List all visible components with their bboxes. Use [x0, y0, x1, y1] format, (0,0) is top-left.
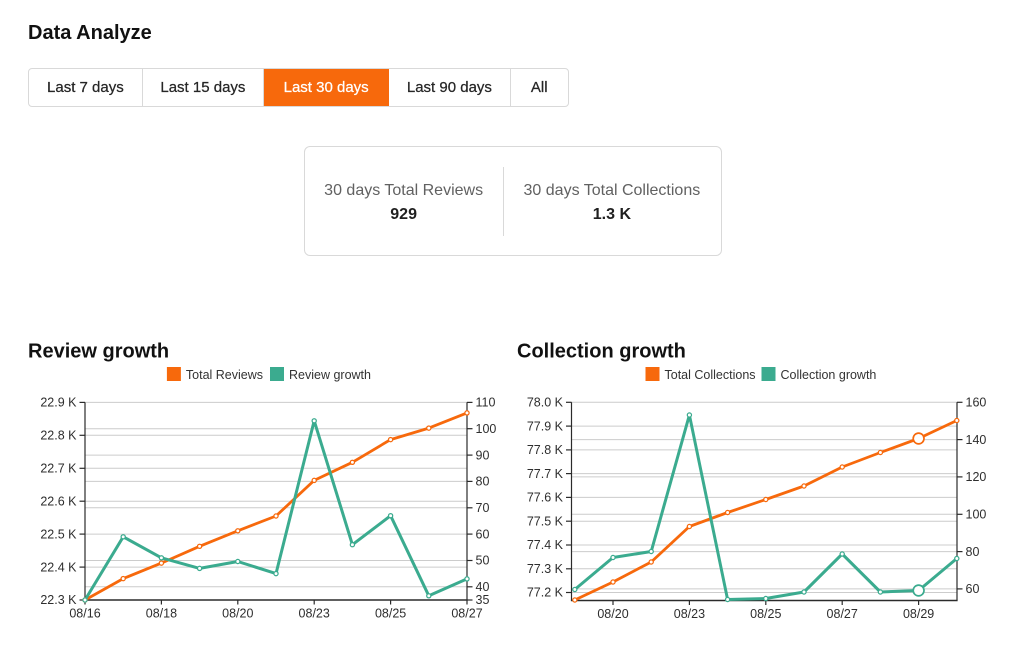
- svg-text:120: 120: [966, 470, 987, 484]
- svg-text:08/23: 08/23: [674, 607, 705, 621]
- svg-text:40: 40: [476, 580, 490, 594]
- svg-text:77.9 K: 77.9 K: [527, 419, 564, 433]
- svg-text:77.3 K: 77.3 K: [527, 562, 564, 576]
- svg-text:77.6 K: 77.6 K: [527, 491, 564, 505]
- svg-text:08/29: 08/29: [903, 607, 934, 621]
- svg-text:08/18: 08/18: [146, 607, 177, 621]
- svg-text:08/25: 08/25: [750, 607, 781, 621]
- svg-text:Review growth: Review growth: [289, 368, 371, 382]
- svg-text:22.8 K: 22.8 K: [40, 429, 77, 443]
- svg-text:160: 160: [966, 396, 987, 410]
- svg-text:08/20: 08/20: [222, 607, 253, 621]
- svg-text:Review growth: Review growth: [28, 341, 169, 363]
- svg-text:08/27: 08/27: [827, 607, 858, 621]
- svg-text:100: 100: [476, 422, 497, 436]
- svg-text:140: 140: [966, 433, 987, 447]
- svg-text:90: 90: [476, 448, 490, 462]
- svg-text:22.6 K: 22.6 K: [40, 494, 77, 508]
- svg-text:08/16: 08/16: [69, 607, 100, 621]
- svg-text:80: 80: [966, 545, 980, 559]
- svg-text:80: 80: [476, 475, 490, 489]
- svg-text:100: 100: [966, 508, 987, 522]
- svg-text:77.2 K: 77.2 K: [527, 586, 564, 600]
- svg-text:50: 50: [476, 554, 490, 568]
- svg-text:08/23: 08/23: [299, 607, 330, 621]
- svg-text:08/20: 08/20: [597, 607, 628, 621]
- svg-text:35: 35: [476, 593, 490, 607]
- svg-text:22.9 K: 22.9 K: [40, 396, 77, 410]
- svg-text:08/27: 08/27: [451, 607, 482, 621]
- svg-text:77.5 K: 77.5 K: [527, 514, 564, 528]
- svg-text:Collection growth: Collection growth: [781, 368, 877, 382]
- svg-text:22.4 K: 22.4 K: [40, 560, 77, 574]
- svg-text:08/25: 08/25: [375, 607, 406, 621]
- svg-text:Collection growth: Collection growth: [517, 341, 686, 363]
- svg-text:22.3 K: 22.3 K: [40, 593, 77, 607]
- svg-text:Total Reviews: Total Reviews: [186, 368, 263, 382]
- svg-text:22.7 K: 22.7 K: [40, 462, 77, 476]
- svg-text:Total Collections: Total Collections: [665, 368, 756, 382]
- svg-text:60: 60: [966, 582, 980, 596]
- svg-text:70: 70: [476, 501, 490, 515]
- svg-text:77.7 K: 77.7 K: [527, 467, 564, 481]
- svg-text:110: 110: [476, 396, 496, 410]
- svg-text:22.5 K: 22.5 K: [40, 527, 77, 541]
- svg-text:77.4 K: 77.4 K: [527, 538, 564, 552]
- svg-text:60: 60: [476, 527, 490, 541]
- svg-text:77.8 K: 77.8 K: [527, 443, 564, 457]
- svg-text:78.0 K: 78.0 K: [527, 396, 564, 410]
